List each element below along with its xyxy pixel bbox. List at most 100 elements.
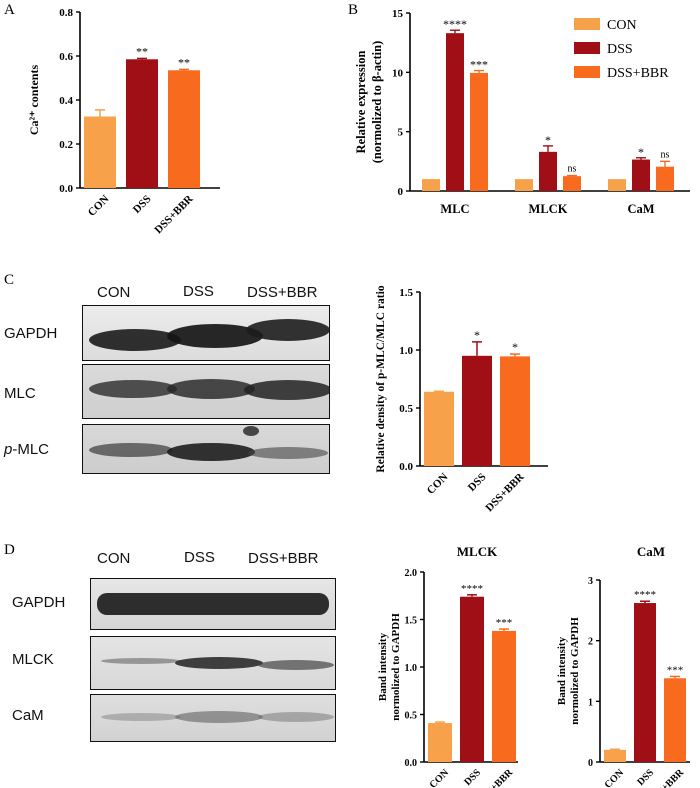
blot-c-gapdh-membrane — [82, 305, 330, 361]
d1-ytick-label: 0.5 — [405, 711, 418, 722]
b-ytick-label: 15 — [392, 8, 404, 20]
blot-c-row-pmlc: p-MLC — [4, 441, 49, 458]
a-ytick-label: 0.2 — [59, 139, 73, 151]
c-ytick-label: 0.5 — [399, 403, 413, 415]
blot-c-lane-con: CON — [97, 284, 131, 301]
blot-c-lane-dssbbr: DSS+BBR — [247, 284, 318, 301]
b-category-label: MLCK — [529, 202, 568, 216]
b-legend-swatch-con — [574, 18, 600, 30]
blot-d-row-cam: CaM — [12, 707, 44, 724]
blot-d-mlck-membrane — [90, 636, 336, 690]
b-ytick-label: 5 — [398, 127, 404, 139]
c-ytick-label: 1.5 — [399, 287, 413, 299]
b-bar-mlck-con — [515, 179, 533, 191]
c-bar-con — [424, 391, 454, 466]
d2-ylabel: Band intensity — [556, 636, 568, 705]
a-sig-label: ** — [136, 44, 148, 58]
d2-ylabel: normolized to GAPDH — [569, 617, 581, 725]
d1-ylabel: normolized to GAPDH — [390, 613, 402, 721]
d2-bar-con — [604, 749, 626, 762]
a-bar-dssbbr — [168, 70, 200, 188]
c-bar-dssbbr — [500, 356, 530, 466]
blot-c-row-gapdh: GAPDH — [4, 325, 58, 342]
b-ylabel: (normolized to β-actin) — [370, 41, 384, 164]
b-sig-label: *** — [470, 58, 488, 72]
d1-sig-label: **** — [461, 583, 483, 595]
d2-ytick-label: 3 — [588, 576, 593, 587]
blot-c-lane-dss: DSS — [183, 283, 214, 300]
d1-title: MLCK — [457, 544, 498, 559]
d2-ytick-label: 1 — [588, 697, 593, 708]
a-ytick-label: 0.8 — [59, 7, 73, 19]
b-bar-mlc-dss — [446, 33, 464, 191]
c-bar-dss — [462, 355, 492, 466]
b-bar-mlck-dssbbr — [563, 176, 581, 191]
d1-bar-con — [428, 723, 452, 762]
b-sig-label: ns — [661, 149, 670, 160]
d2-ytick-label: 2 — [588, 637, 593, 648]
blot-c-row-pmlc-italic: p — [4, 441, 13, 458]
blot-c-row-pmlc-rest: -MLC — [12, 441, 50, 458]
d1-bar-dss — [460, 596, 484, 762]
d1-bar-dssbbr — [492, 630, 516, 762]
b-ytick-label: 10 — [392, 67, 404, 79]
c-ytick-label: 1.0 — [399, 345, 413, 357]
b-ytick-label: 0 — [398, 186, 404, 198]
blot-d-lane-dssbbr: DSS+BBR — [248, 550, 319, 567]
b-bar-mlck-dss — [539, 151, 557, 191]
b-ylabel: Relative expression — [354, 51, 368, 154]
a-bar-con — [84, 116, 116, 188]
d1-ytick-label: 1.0 — [405, 663, 418, 674]
blot-d-gapdh-membrane — [90, 578, 336, 630]
d1-ytick-label: 0.0 — [405, 758, 418, 769]
b-legend-swatch-dss — [574, 42, 600, 54]
blot-d-row-mlck: MLCK — [12, 651, 54, 668]
b-legend-label: DSS+BBR — [607, 66, 669, 81]
c-sig-label: * — [474, 328, 480, 342]
d2-bar-dss — [634, 603, 656, 762]
b-bar-cam-con — [608, 179, 626, 191]
a-ytick-label: 0.0 — [59, 183, 73, 195]
c-ylabel: Relative density of p-MLC/MLC ratio — [375, 285, 387, 472]
b-sig-label: **** — [443, 17, 467, 31]
b-sig-label: * — [545, 133, 551, 147]
blot-d-cam-membrane — [90, 694, 336, 742]
b-bar-mlc-dssbbr — [470, 72, 488, 191]
c-sig-label: * — [512, 340, 518, 354]
d2-title: CaM — [637, 544, 665, 559]
d2-sig-label: **** — [634, 589, 656, 601]
d2-bar-dssbbr — [664, 678, 686, 762]
a-sig-label: ** — [178, 55, 190, 69]
c-ytick-label: 0.0 — [399, 461, 413, 473]
a-ylabel: Ca²⁺ contents — [27, 65, 41, 136]
panel-letter-a: A — [4, 2, 15, 18]
b-sig-label: * — [638, 145, 644, 159]
blot-c-pmlc-membrane — [82, 424, 330, 474]
d2-sig-label: *** — [667, 664, 684, 676]
b-category-label: CaM — [627, 202, 654, 216]
b-legend-label: DSS — [607, 42, 633, 57]
panel-letter-c: C — [4, 272, 15, 288]
d1-ytick-label: 2.0 — [405, 568, 418, 579]
blot-c-mlc-membrane — [82, 364, 330, 419]
b-category-label: MLC — [440, 202, 469, 216]
b-legend-swatch-dssbbr — [574, 66, 600, 78]
b-sig-label: ns — [568, 164, 577, 175]
blot-d-row-gapdh: GAPDH — [12, 594, 66, 611]
panel-letter-b: B — [348, 2, 359, 18]
b-bar-cam-dss — [632, 159, 650, 191]
d2-category-label: DSS — [635, 767, 656, 788]
blot-d-lane-con: CON — [97, 550, 131, 567]
a-bar-dss — [126, 59, 158, 188]
d1-ylabel: Band intensity — [377, 632, 389, 701]
b-bar-cam-dssbbr — [656, 166, 674, 191]
d2-ytick-label: 0 — [588, 758, 593, 769]
d2-category-label: CON — [603, 767, 627, 788]
panel-letter-d: D — [4, 542, 15, 558]
b-legend-label: CON — [607, 18, 637, 33]
